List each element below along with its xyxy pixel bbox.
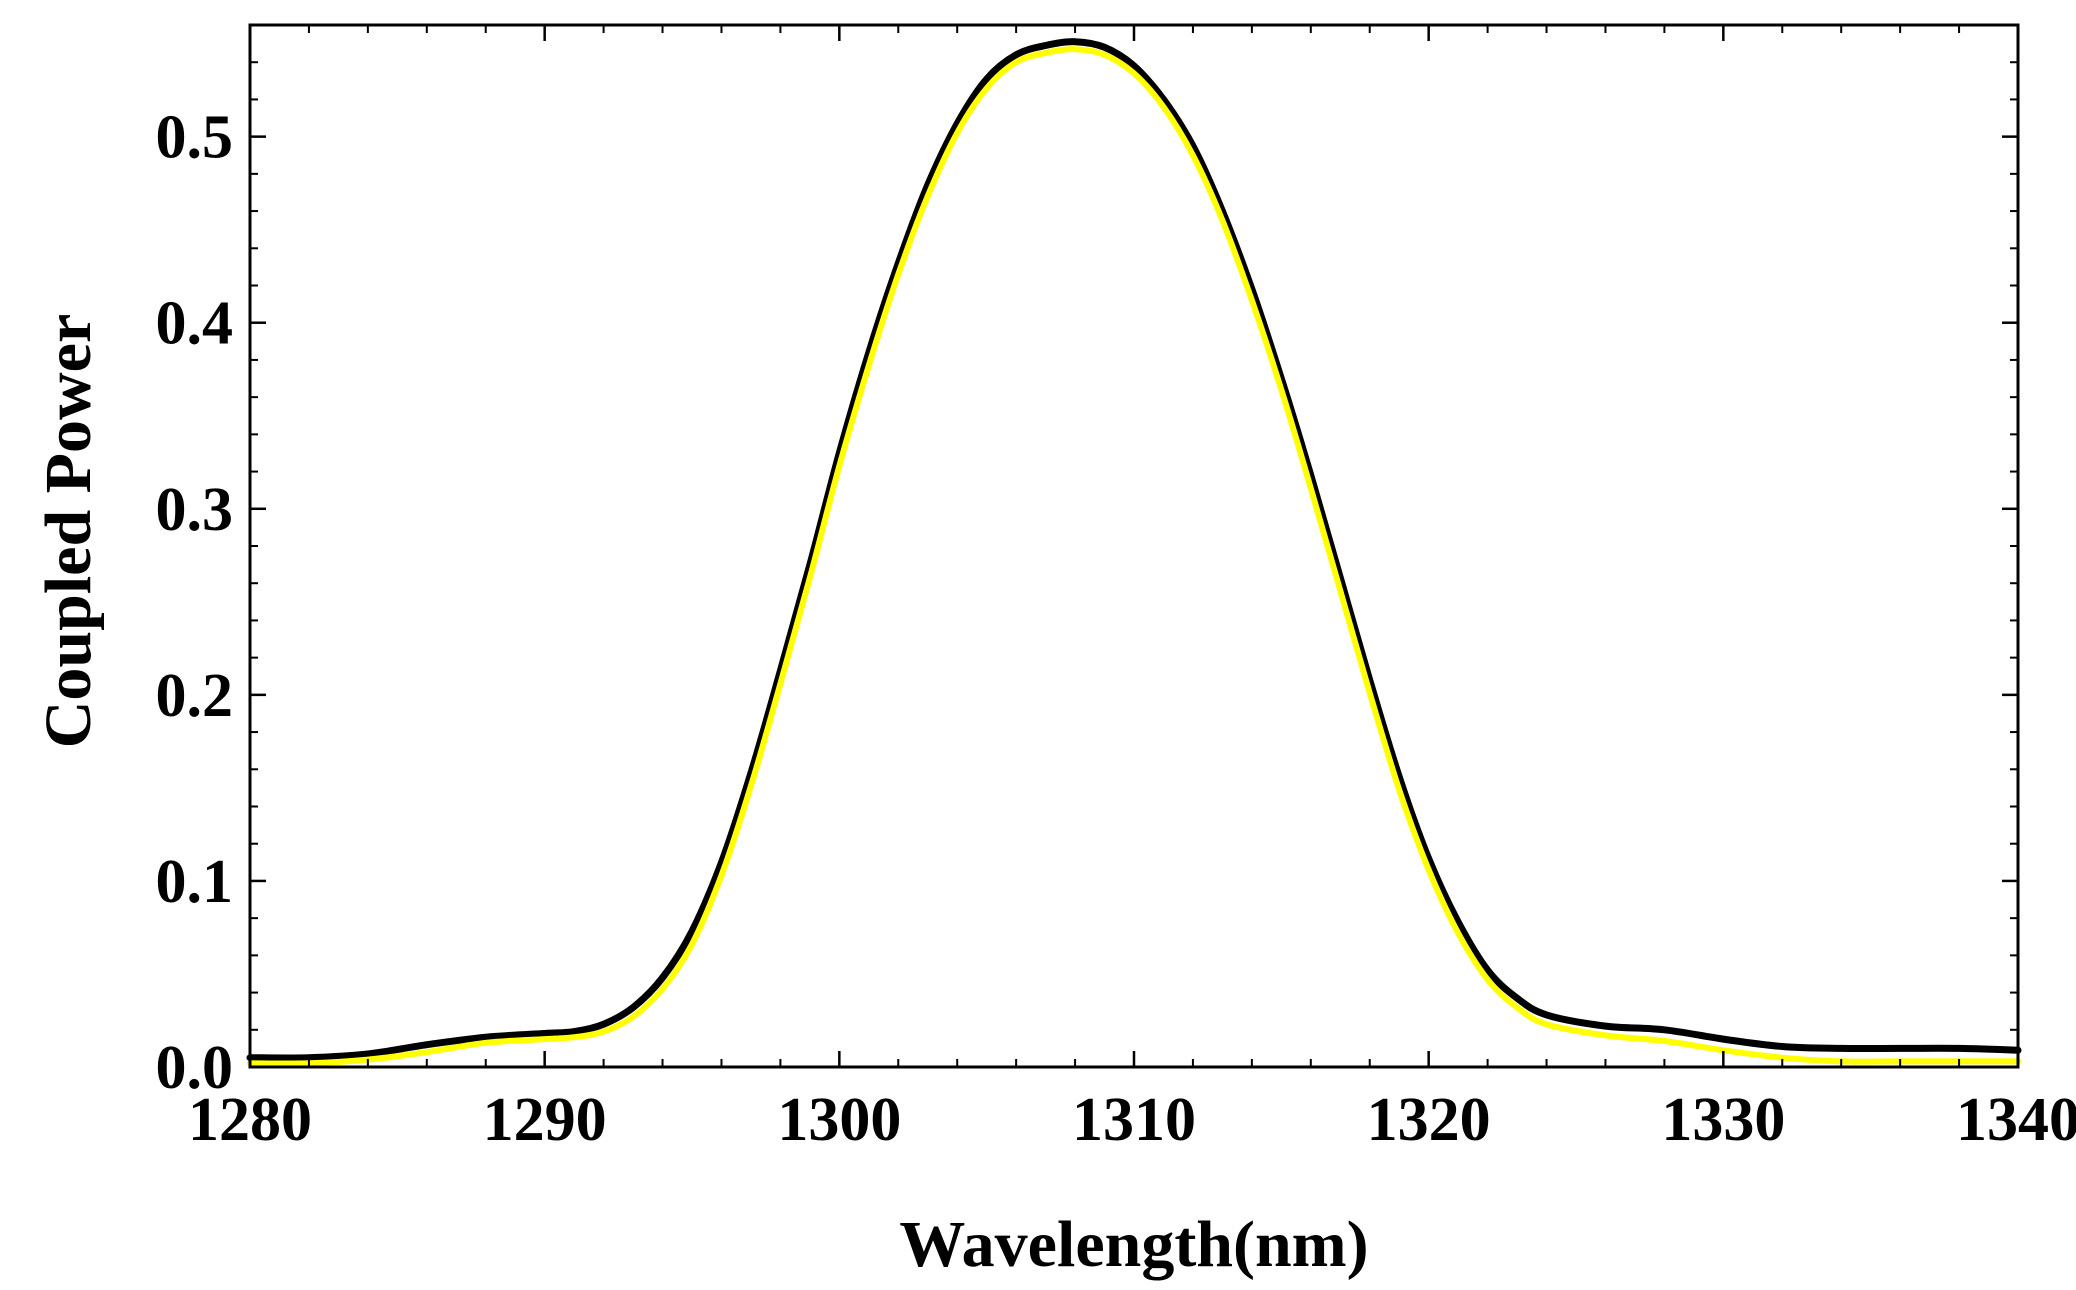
series-layer [246,38,2022,1067]
series-line-0 [246,38,2022,1062]
x-tick-label: 1280 [188,1086,312,1154]
y-tick-label: 0.0 [156,1034,234,1102]
x-axis-title: Wavelength(nm) [899,1208,1368,1281]
x-tick-label: 1320 [1367,1086,1491,1154]
plot-frame [248,23,2020,1069]
y-tick-label: 0.4 [156,290,234,358]
x-tick-label: 1300 [777,1086,901,1154]
x-tick-label: 1340 [1956,1086,2076,1154]
y-tick-label: 0.2 [156,662,234,730]
series-line-1 [247,46,2021,1067]
x-tick-label: 1330 [1661,1086,1785,1154]
y-tick-label: 0.3 [156,476,234,544]
x-tick-label: 1290 [483,1086,607,1154]
y-tick-label: 0.1 [156,848,234,916]
y-axis-title: Coupled Power [32,314,105,748]
y-tick-label: 0.5 [156,104,234,172]
ticks-layer: 1280 1290 1300 1310 1320 1330 1340 0.0 0.1 0.2 0.3… [156,25,2076,1154]
x-tick-label: 1310 [1072,1086,1196,1154]
